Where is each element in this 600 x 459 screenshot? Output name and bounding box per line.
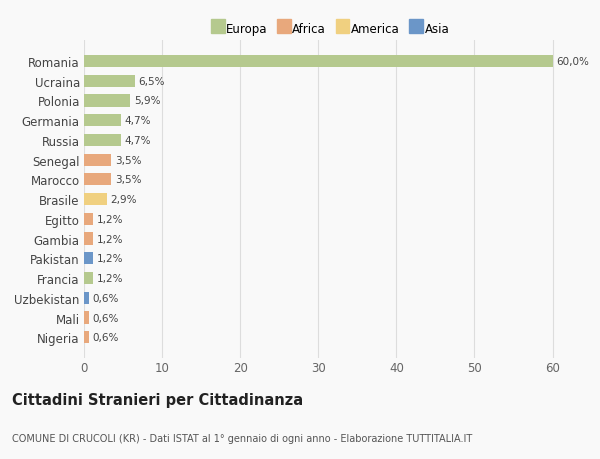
Bar	[84, 154, 112, 166]
Bar	[84, 56, 553, 68]
Text: 1,2%: 1,2%	[97, 234, 124, 244]
Bar	[84, 233, 94, 245]
Bar	[84, 213, 94, 225]
Text: 1,2%: 1,2%	[97, 274, 124, 283]
Bar	[84, 331, 89, 344]
Bar	[84, 75, 135, 88]
Bar	[84, 95, 130, 107]
Text: 0,6%: 0,6%	[92, 332, 119, 342]
Bar	[84, 134, 121, 147]
Bar	[84, 312, 89, 324]
Text: 2,9%: 2,9%	[110, 195, 137, 205]
Bar	[84, 194, 107, 206]
Legend: Europa, Africa, America, Asia: Europa, Africa, America, Asia	[206, 19, 454, 41]
Bar	[84, 272, 94, 285]
Bar	[84, 115, 121, 127]
Text: 0,6%: 0,6%	[92, 293, 119, 303]
Text: 3,5%: 3,5%	[115, 155, 142, 165]
Text: 6,5%: 6,5%	[139, 77, 165, 86]
Bar	[84, 252, 94, 265]
Bar	[84, 174, 112, 186]
Text: 1,2%: 1,2%	[97, 254, 124, 264]
Text: 60,0%: 60,0%	[556, 57, 589, 67]
Text: 4,7%: 4,7%	[125, 116, 151, 126]
Text: COMUNE DI CRUCOLI (KR) - Dati ISTAT al 1° gennaio di ogni anno - Elaborazione TU: COMUNE DI CRUCOLI (KR) - Dati ISTAT al 1…	[12, 433, 472, 442]
Text: 5,9%: 5,9%	[134, 96, 160, 106]
Text: 1,2%: 1,2%	[97, 214, 124, 224]
Bar	[84, 292, 89, 304]
Text: Cittadini Stranieri per Cittadinanza: Cittadini Stranieri per Cittadinanza	[12, 392, 303, 407]
Text: 0,6%: 0,6%	[92, 313, 119, 323]
Text: 4,7%: 4,7%	[125, 135, 151, 146]
Text: 3,5%: 3,5%	[115, 175, 142, 185]
